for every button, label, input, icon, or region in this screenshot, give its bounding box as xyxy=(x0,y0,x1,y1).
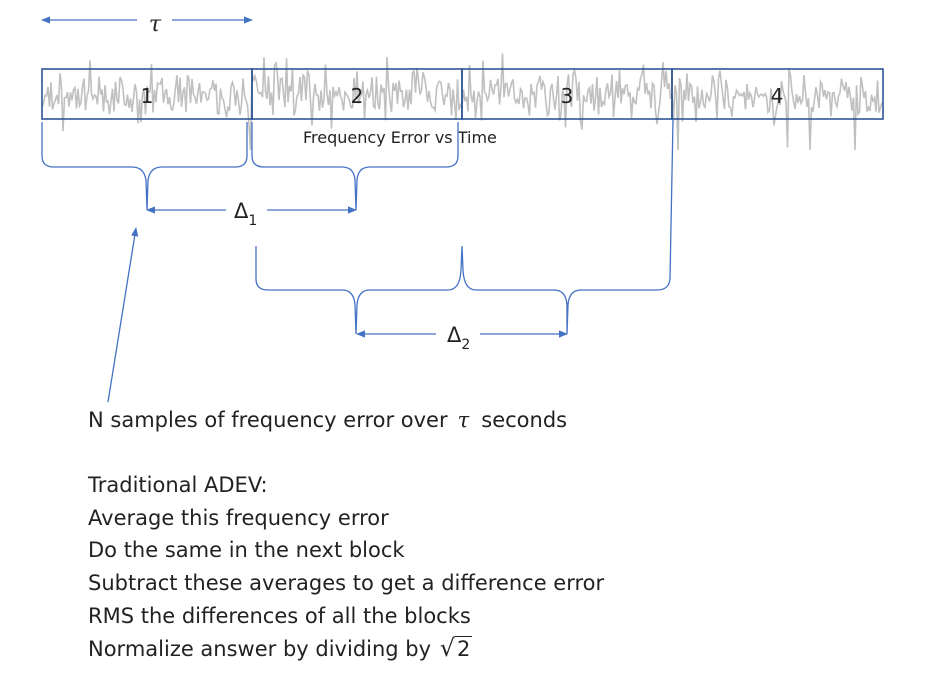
samples-line: N samples of frequency error over τ second… xyxy=(88,404,604,437)
block-4 xyxy=(671,68,884,120)
sqrt-sign: √ xyxy=(439,634,456,663)
signal-caption: Frequency Error vs Time xyxy=(303,128,497,147)
normalize-text: Normalize answer by dividing by xyxy=(88,637,432,662)
brace-block-2-3 xyxy=(255,119,674,335)
sqrt-argument: 2 xyxy=(455,636,473,662)
adev-notes: N samples of frequency error over τ second… xyxy=(88,404,604,665)
block-strip xyxy=(41,68,884,120)
block-label-3: 3 xyxy=(561,84,574,108)
delta2-label: Δ2 xyxy=(447,323,470,353)
samples-suffix: seconds xyxy=(481,408,568,432)
step-subtract: Subtract these averages to get a differe… xyxy=(88,570,605,595)
sqrt-expression: √2 xyxy=(438,632,473,666)
block-label-4: 4 xyxy=(771,84,784,108)
tau-label: τ xyxy=(149,12,162,37)
method-heading: Traditional ADEV: xyxy=(88,473,268,498)
block-label-1: 1 xyxy=(141,84,154,108)
brace-block-1 xyxy=(41,122,248,211)
step-normalize: Normalize answer by dividing by √2 xyxy=(88,632,604,665)
step-next-block: Do the same in the next block xyxy=(88,538,405,563)
step-average: Average this frequency error xyxy=(88,505,389,530)
step-rms: RMS the differences of all the blocks xyxy=(88,603,471,628)
block-label-2: 2 xyxy=(351,84,364,108)
delta1-label: Δ1 xyxy=(234,199,257,229)
samples-tau: τ xyxy=(457,408,470,432)
pointer-line xyxy=(107,227,139,403)
samples-prefix: N samples of frequency error over xyxy=(88,408,448,432)
